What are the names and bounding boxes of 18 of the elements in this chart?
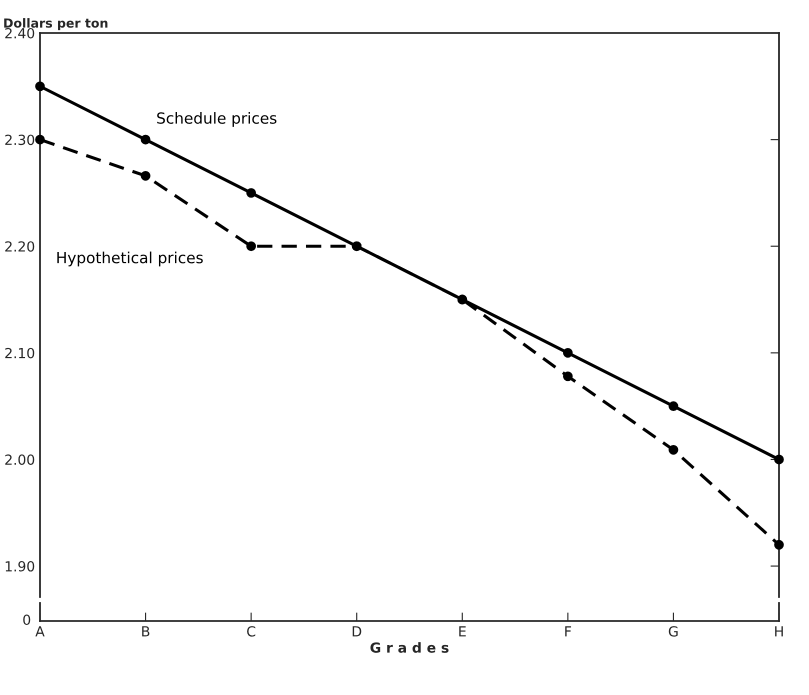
x-tick-label: G xyxy=(668,626,678,637)
y-tick-label: 2.20 xyxy=(5,241,34,252)
y-tick-label: 2.40 xyxy=(5,28,34,38)
text: Hypothetical prices xyxy=(57,252,203,266)
text: 0 xyxy=(23,614,30,626)
x-tick-label: A xyxy=(35,626,45,636)
x-tick-label: H xyxy=(775,626,783,636)
y-tick-label: 2.00 xyxy=(5,454,34,465)
series-label: Schedule prices xyxy=(157,112,276,127)
y-tick-label: 2.30 xyxy=(5,134,34,146)
x-tick-label: E xyxy=(459,626,466,636)
x-tick-label: B xyxy=(142,626,150,636)
x-axis-title: G r a d e s xyxy=(370,642,449,653)
y-tick-label: 2.10 xyxy=(5,348,34,358)
x-tick-label: D xyxy=(352,626,362,636)
x-tick-label: C xyxy=(247,626,256,637)
y-tick-label: 1.90 xyxy=(6,561,34,572)
x-tick-label: F xyxy=(565,626,572,636)
